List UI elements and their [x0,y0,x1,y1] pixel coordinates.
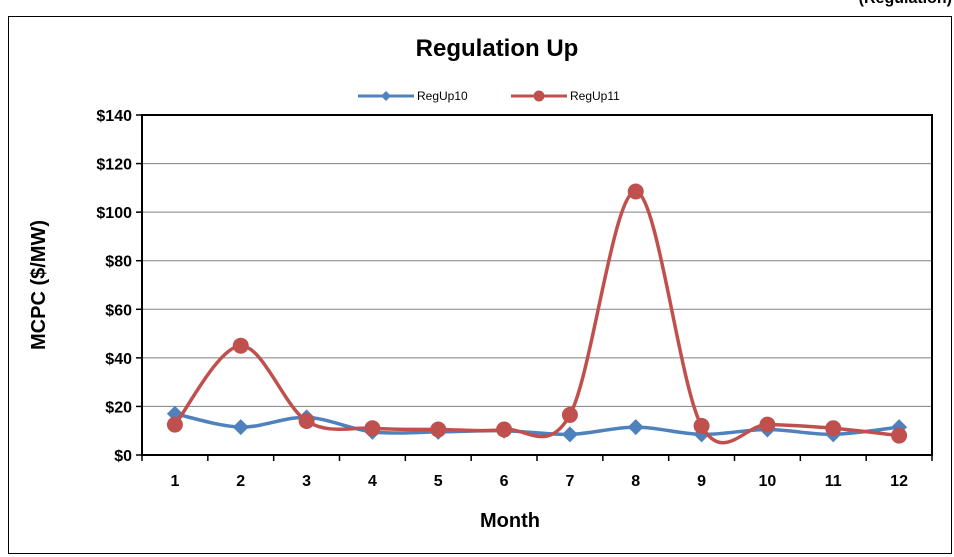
legend-label-regup11: RegUp11 [570,89,620,103]
y-tick-label: $0 [114,448,132,465]
y-tick-label: $40 [105,351,132,368]
x-axis-label: Month [480,510,540,532]
chart-frame [8,16,952,554]
data-point-regup11 [759,416,776,433]
data-point-regup11 [298,413,315,429]
y-tick-label: $60 [105,302,132,319]
data-point-regup11 [496,421,513,438]
data-point-regup11 [430,421,447,438]
series-layer [166,183,908,445]
series-line-regup11 [173,189,900,445]
data-point-regup11 [364,420,381,437]
x-tick-label: 8 [631,473,640,490]
y-tick-label: $20 [105,399,132,416]
x-tick-label: 1 [170,473,179,490]
y-tick-label: $100 [96,205,132,222]
x-tick-label: 4 [368,473,377,490]
data-point-regup11 [627,183,644,200]
x-tick-label: 7 [565,473,574,490]
legend-item-regup10: RegUp10 [358,89,468,103]
x-tick-label: 10 [759,473,777,490]
y-axis: $0 $20 $40 $60 $80 $100 $120 $140 [96,108,142,465]
data-point-regup10 [232,419,249,436]
y-axis-label: MCPC ($/MW) [28,220,50,350]
x-tick-label: 9 [697,473,706,490]
x-tick-label: 11 [825,473,842,490]
data-point-regup11 [561,406,578,423]
x-axis: 1 2 3 4 5 6 7 8 9 10 11 12 [141,455,933,490]
corner-title-fragment: (Regulation) [859,0,952,8]
series-regup11 [166,183,908,445]
chart-title: Regulation Up [416,35,579,62]
plot-area [141,114,933,456]
data-point-regup11 [232,337,249,354]
data-point-regup10 [627,419,644,436]
y-tick-label: $80 [105,254,132,271]
data-point-regup10 [561,426,578,443]
legend-item-regup11: RegUp11 [511,89,620,103]
legend: RegUp10 RegUp11 [358,89,620,103]
x-tick-label: 3 [302,473,311,490]
legend-label-regup10: RegUp10 [417,89,468,103]
data-point-regup11 [825,420,842,437]
x-tick-label: 12 [890,473,908,490]
data-point-regup11 [693,417,710,434]
data-point-regup11 [891,427,908,444]
x-tick-label: 6 [500,473,509,490]
y-tick-label: $120 [96,157,132,174]
y-tick-label: $140 [96,108,132,125]
x-tick-label: 2 [236,473,245,490]
data-point-regup11 [166,416,183,433]
x-tick-label: 5 [434,473,443,490]
gridlines [142,163,932,407]
